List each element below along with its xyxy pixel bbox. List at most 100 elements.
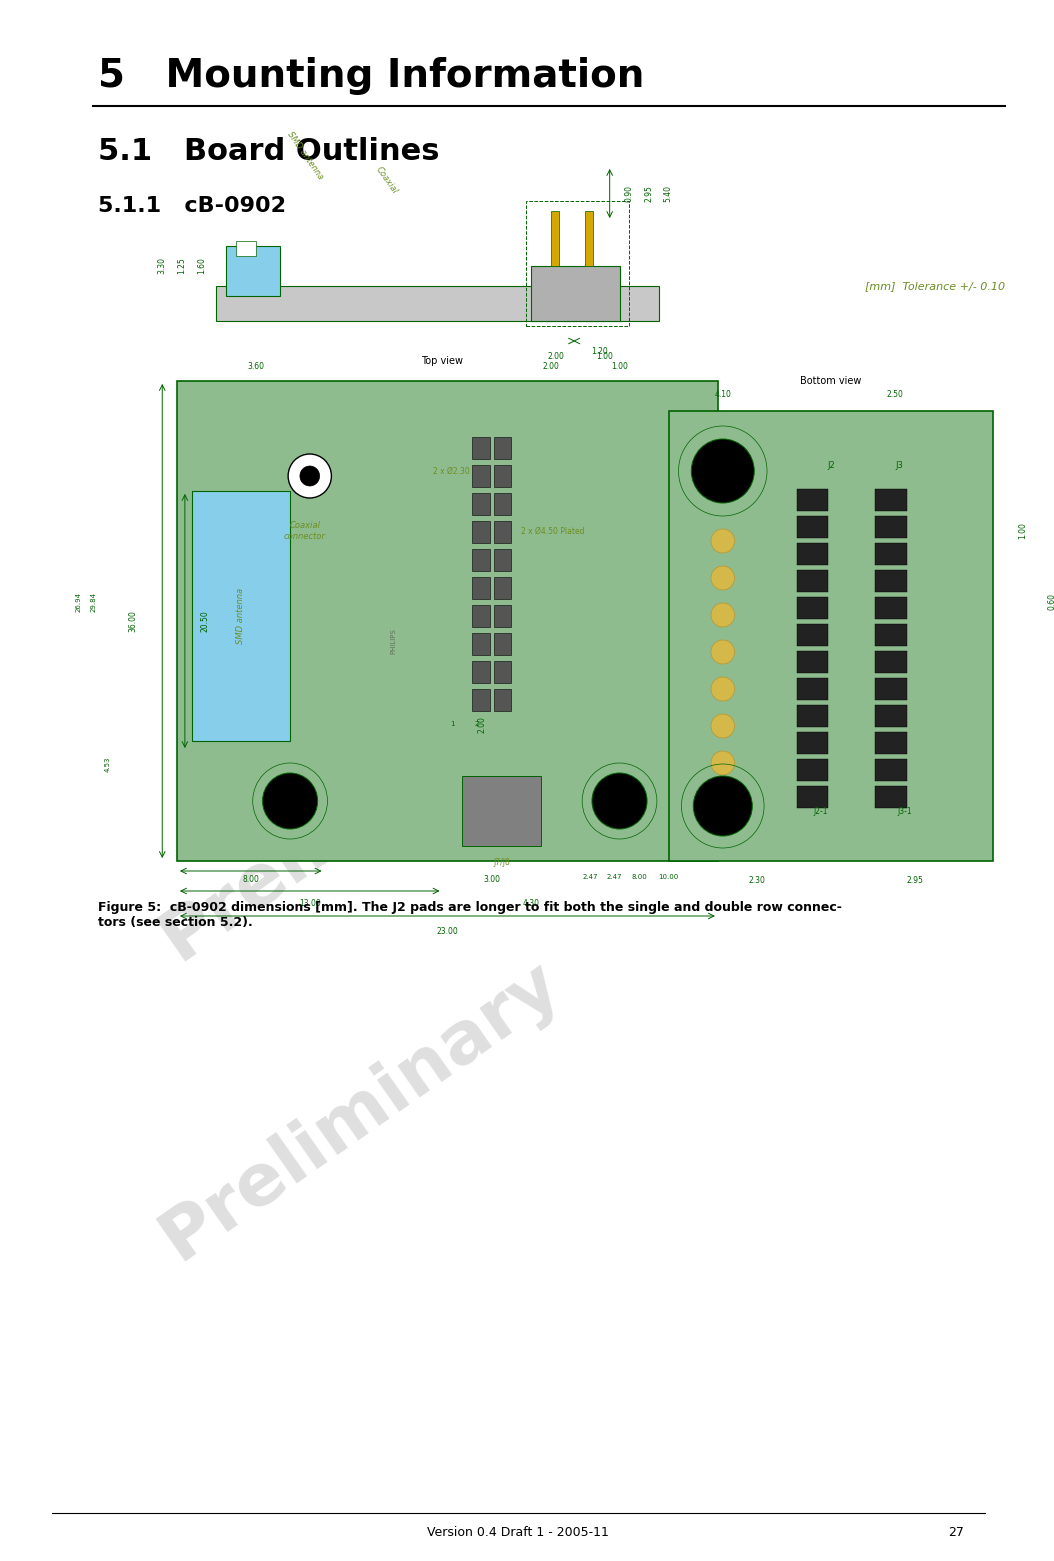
Bar — [797, 677, 828, 699]
Bar — [875, 543, 906, 565]
Text: 1.20: 1.20 — [591, 347, 608, 356]
Bar — [493, 660, 511, 684]
Text: 26.94: 26.94 — [76, 592, 81, 612]
Bar — [463, 776, 541, 846]
Circle shape — [711, 788, 735, 812]
Bar — [472, 549, 490, 571]
Text: 2.30: 2.30 — [748, 876, 765, 885]
Text: 5.1.1   cB-0902: 5.1.1 cB-0902 — [98, 197, 287, 215]
Bar — [797, 543, 828, 565]
Circle shape — [288, 454, 331, 498]
Bar — [493, 437, 511, 459]
Text: Version 0.4 Draft 1 - 2005-11: Version 0.4 Draft 1 - 2005-11 — [427, 1527, 609, 1539]
Circle shape — [711, 603, 735, 628]
Text: Preliminary: Preliminary — [148, 648, 572, 974]
Circle shape — [711, 640, 735, 663]
Bar — [526, 201, 629, 326]
Text: 2.95: 2.95 — [644, 186, 653, 203]
Text: 13.00: 13.00 — [299, 899, 320, 907]
Text: 1: 1 — [450, 721, 454, 727]
Bar — [493, 606, 511, 628]
Bar — [531, 265, 620, 322]
Text: 2.00: 2.00 — [542, 362, 559, 372]
Bar — [493, 634, 511, 656]
Text: 1.00: 1.00 — [611, 362, 628, 372]
Bar — [797, 787, 828, 809]
Bar — [472, 437, 490, 459]
Bar — [472, 660, 490, 684]
Bar — [875, 596, 906, 620]
Bar — [472, 688, 490, 710]
Bar — [875, 677, 906, 699]
Bar — [236, 240, 256, 256]
Text: SMD antenna: SMD antenna — [286, 130, 325, 181]
Bar — [875, 706, 906, 727]
Text: 4.10: 4.10 — [715, 390, 731, 400]
Text: J3-1: J3-1 — [897, 807, 912, 815]
Bar — [472, 578, 490, 599]
Circle shape — [711, 677, 735, 701]
Bar — [875, 489, 906, 510]
Text: 1.00: 1.00 — [597, 351, 613, 361]
Bar — [797, 517, 828, 539]
Bar — [550, 211, 559, 265]
Text: 2.95: 2.95 — [906, 876, 923, 885]
Text: J3: J3 — [896, 462, 903, 470]
Bar — [493, 688, 511, 710]
Text: PHILIPS: PHILIPS — [390, 628, 396, 654]
Text: Coaxial: Coaxial — [374, 165, 398, 197]
Text: 1.60: 1.60 — [197, 258, 207, 275]
Text: 3.00: 3.00 — [483, 874, 501, 884]
Circle shape — [711, 713, 735, 738]
Text: Coaxial
connector: Coaxial connector — [284, 521, 326, 540]
Text: 2.00: 2.00 — [547, 351, 564, 361]
Bar — [227, 247, 280, 297]
Bar — [875, 624, 906, 646]
Circle shape — [592, 773, 647, 829]
Text: J2-1: J2-1 — [814, 807, 828, 815]
Text: 3.60: 3.60 — [248, 362, 265, 372]
Bar — [668, 411, 993, 862]
Circle shape — [711, 751, 735, 774]
Circle shape — [300, 467, 319, 485]
Text: J7/J8: J7/J8 — [493, 859, 510, 866]
Text: 0.90: 0.90 — [624, 186, 633, 203]
Text: 8.00: 8.00 — [631, 874, 647, 880]
Circle shape — [694, 776, 753, 837]
Text: 1.00: 1.00 — [1018, 523, 1027, 540]
Text: 2 x Ø2.30: 2 x Ø2.30 — [433, 467, 469, 476]
Text: 2 x Ø4.50 Plated: 2 x Ø4.50 Plated — [521, 526, 585, 535]
Bar — [472, 606, 490, 628]
Bar — [797, 706, 828, 727]
Text: Figure 5:  cB-0902 dimensions [mm]. The J2 pads are longer to fit both the singl: Figure 5: cB-0902 dimensions [mm]. The J… — [98, 901, 842, 929]
Text: Bottom view: Bottom view — [800, 376, 861, 386]
Bar — [797, 570, 828, 592]
Text: 4.53: 4.53 — [105, 757, 111, 773]
Text: 5.1   Board Outlines: 5.1 Board Outlines — [98, 136, 440, 165]
Circle shape — [711, 529, 735, 553]
Text: 27: 27 — [948, 1527, 963, 1539]
Bar — [493, 465, 511, 487]
Bar — [797, 489, 828, 510]
Circle shape — [262, 773, 317, 829]
Bar — [875, 517, 906, 539]
Bar — [585, 211, 593, 265]
Text: 3.30: 3.30 — [158, 258, 167, 275]
Bar — [875, 759, 906, 780]
Text: 23.00: 23.00 — [436, 927, 458, 935]
Text: 2.00: 2.00 — [477, 716, 486, 734]
Text: 8.00: 8.00 — [242, 874, 259, 884]
Circle shape — [711, 567, 735, 590]
Text: 2.47: 2.47 — [582, 874, 598, 880]
Circle shape — [691, 439, 755, 503]
Bar — [875, 651, 906, 673]
Text: 0.60: 0.60 — [1048, 593, 1054, 609]
Text: 20.50: 20.50 — [200, 610, 209, 632]
Bar — [875, 732, 906, 754]
Text: SMD antenna: SMD antenna — [236, 588, 246, 645]
Bar — [192, 492, 290, 741]
Bar — [797, 732, 828, 754]
Bar — [177, 381, 718, 862]
Text: 5.40: 5.40 — [664, 186, 672, 203]
Text: 1.25: 1.25 — [177, 258, 187, 275]
